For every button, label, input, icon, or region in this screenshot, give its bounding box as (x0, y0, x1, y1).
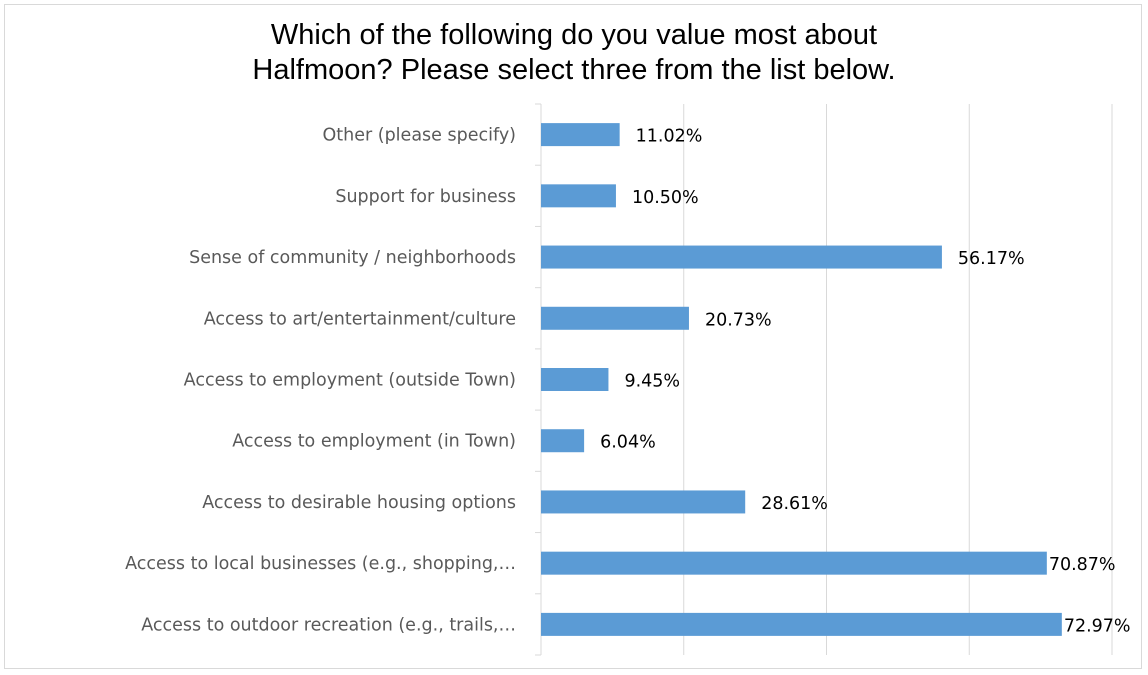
data-label: 6.04% (600, 433, 656, 453)
category-label: Access to employment (outside Town) (184, 371, 516, 391)
data-label: 56.17% (958, 249, 1025, 269)
bar (541, 429, 585, 453)
bar (541, 306, 689, 330)
category-label: Access to outdoor recreation (e.g., trai… (141, 615, 516, 635)
category-label: Other (please specify) (323, 126, 517, 146)
category-label: Access to employment (in Town) (232, 432, 516, 452)
data-label: 72.97% (1064, 616, 1131, 636)
category-label: Access to local businesses (e.g., shoppi… (125, 554, 516, 574)
bar (541, 490, 746, 514)
bar (541, 368, 609, 391)
data-label: 11.02% (636, 127, 703, 147)
bar (541, 612, 1062, 636)
bar (541, 245, 942, 269)
chart-title: Which of the following do you value most… (0, 18, 1148, 88)
bar (541, 123, 620, 147)
data-label: 70.87% (1049, 555, 1116, 575)
category-label: Access to art/entertainment/culture (204, 309, 516, 329)
data-label: 10.50% (632, 188, 699, 208)
category-label: Support for business (335, 187, 516, 207)
chart-title-line-1: Which of the following do you value most… (270, 19, 878, 51)
data-label: 9.45% (624, 372, 680, 392)
data-label: 28.61% (761, 494, 828, 514)
category-label: Access to desirable housing options (202, 493, 516, 513)
category-label: Sense of community / neighborhoods (189, 248, 516, 268)
bar (541, 551, 1047, 575)
bar (541, 184, 616, 208)
chart-title-line-2: Halfmoon? Please select three from the l… (252, 54, 896, 86)
data-label: 20.73% (705, 310, 772, 330)
